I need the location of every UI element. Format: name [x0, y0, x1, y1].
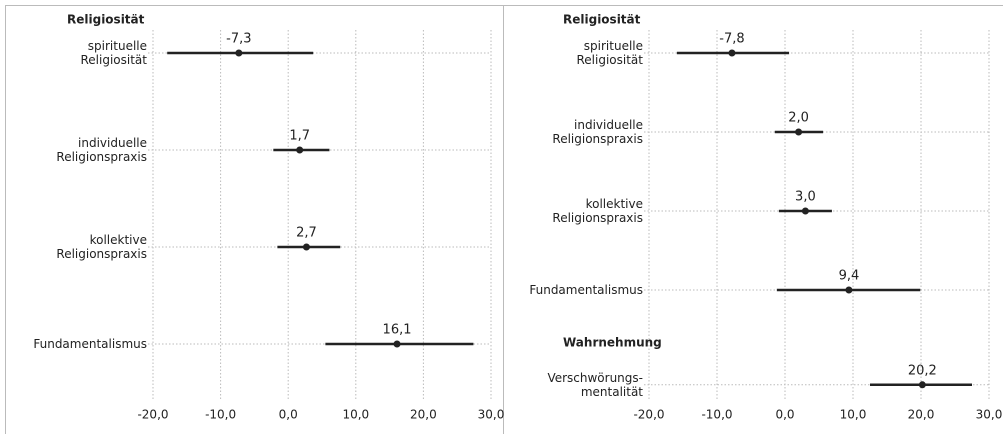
x-tick-label: 30,0 [478, 408, 505, 422]
value-label: 3,0 [795, 190, 816, 205]
point [918, 381, 926, 389]
value-label: -7,8 [719, 32, 744, 47]
category-label: spirituelle Religiosität [81, 39, 148, 67]
group-header: Wahrnehmung [563, 335, 662, 349]
x-tick-label: 10,0 [342, 408, 369, 422]
x-tick-label: 10,0 [840, 408, 867, 422]
x-tick-label: 20,0 [908, 408, 935, 422]
group-header: Religiosität [67, 13, 145, 27]
point [302, 243, 310, 251]
category-label: Verschwörungs-mentalität [547, 370, 643, 398]
value-label: 9,4 [839, 269, 860, 284]
point [845, 286, 853, 294]
category-label: kollektive Religionspraxis [56, 233, 147, 261]
value-label: 1,7 [289, 129, 310, 144]
category-label: individuelle Religionspraxis [56, 136, 147, 164]
value-label: -7,3 [226, 32, 251, 47]
category-label: Fundamentalismus [529, 283, 643, 297]
point [235, 49, 243, 57]
x-tick-label: 20,0 [410, 408, 437, 422]
category-label: individuelle Religionspraxis [552, 118, 643, 146]
value-label: 2,0 [788, 111, 809, 126]
point [393, 340, 401, 348]
x-tick-label: 0,0 [279, 408, 298, 422]
category-label: Fundamentalismus [33, 337, 147, 351]
group-header: Religiosität [563, 13, 641, 27]
x-tick-label: -10,0 [701, 408, 732, 422]
point [801, 207, 809, 215]
point [728, 49, 736, 57]
frame [5, 5, 1003, 434]
x-tick-label: -20,0 [137, 408, 168, 422]
point [296, 146, 304, 154]
x-tick-label: -10,0 [205, 408, 236, 422]
x-tick-label: 30,0 [976, 408, 1003, 422]
category-label: kollektive Religionspraxis [552, 197, 643, 225]
value-label: 2,7 [296, 226, 317, 241]
point [795, 128, 803, 136]
x-tick-label: -20,0 [633, 408, 664, 422]
x-tick-label: 0,0 [775, 408, 794, 422]
category-label: spirituelle Religiosität [577, 39, 644, 67]
value-label: 16,1 [383, 323, 412, 338]
value-label: 20,2 [908, 363, 937, 378]
